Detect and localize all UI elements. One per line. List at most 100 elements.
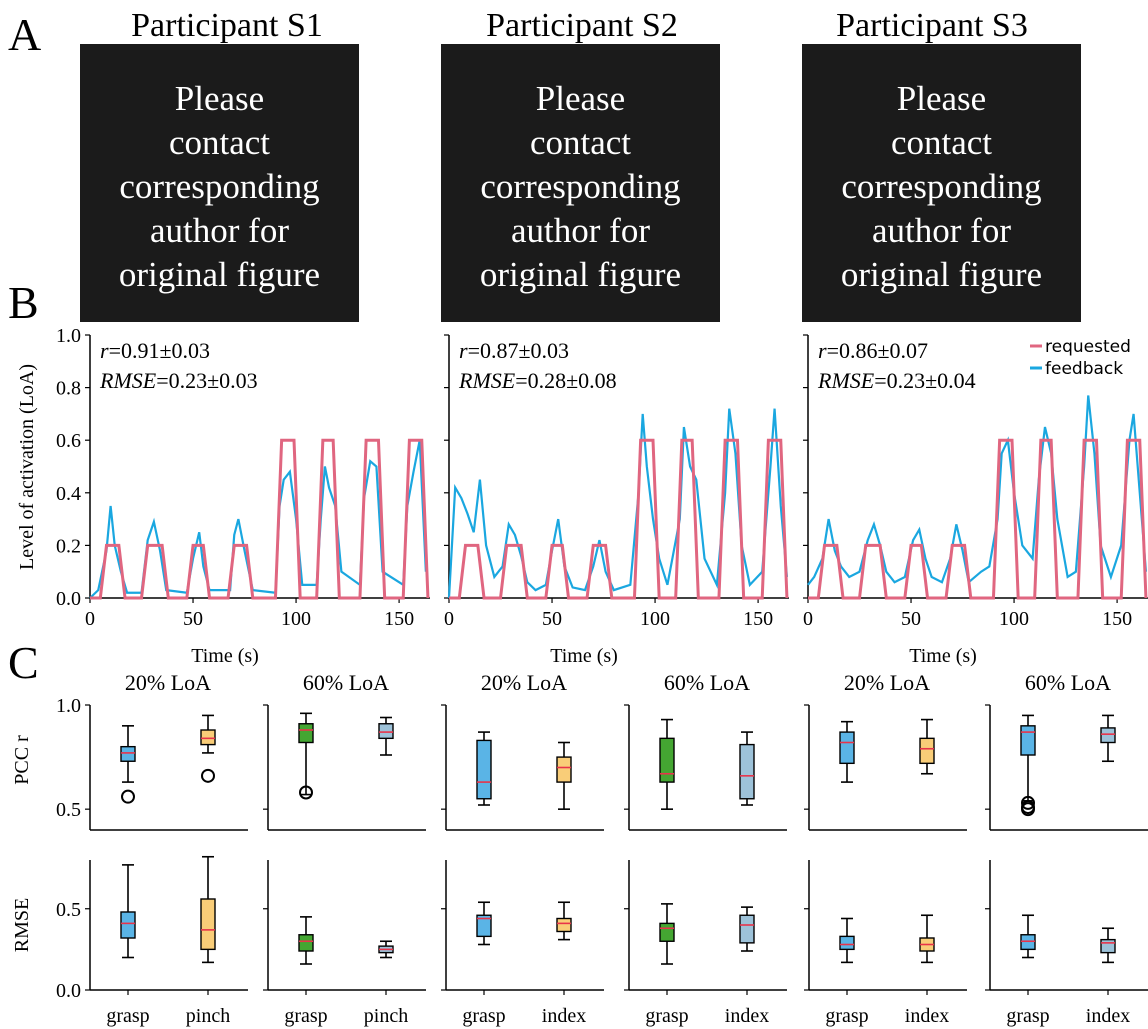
stat-r-symbol: r bbox=[100, 338, 109, 363]
participant-title-s1: Participant S1 bbox=[131, 7, 323, 44]
placeholder-image-s3: Please contact corresponding author for orig… bbox=[802, 44, 1081, 322]
box-body bbox=[659, 737, 675, 783]
stat-rmse-value: =0.28±0.08 bbox=[515, 368, 616, 393]
box-grasp bbox=[476, 731, 492, 806]
box-body bbox=[200, 729, 216, 746]
x-tick-label: grasp bbox=[645, 1005, 688, 1027]
x-tick-label: 150 bbox=[1102, 608, 1132, 630]
box-pinch bbox=[200, 855, 216, 964]
outlier-point bbox=[121, 789, 135, 804]
pcc-axis-label: PCC r bbox=[11, 735, 33, 785]
x-tick-label: grasp bbox=[106, 1005, 149, 1027]
x-tick-label: index bbox=[725, 1005, 769, 1027]
feedback-line bbox=[807, 395, 1148, 586]
placeholder-text-line: original figure bbox=[841, 255, 1042, 294]
box-body bbox=[659, 922, 675, 942]
placeholder-text-line: contact bbox=[891, 123, 992, 162]
y-tick-label: 0.5 bbox=[56, 899, 81, 921]
panel-label-c: C bbox=[8, 637, 39, 688]
x-tick-label: 50 bbox=[183, 608, 203, 630]
box-body bbox=[839, 935, 855, 951]
box-body bbox=[476, 914, 492, 938]
rmse-plot-4: grasp index bbox=[624, 860, 787, 1027]
box-body bbox=[1100, 938, 1116, 954]
box-body bbox=[120, 745, 136, 762]
box-grasp bbox=[1020, 714, 1036, 817]
legend-requested-label: requested bbox=[1045, 337, 1131, 357]
y-tick-label: 0.0 bbox=[56, 588, 81, 610]
placeholder-background bbox=[80, 44, 359, 322]
stat-r-symbol: r bbox=[459, 338, 468, 363]
rmse-plot-1: 0.5 0.0 grasp pinch bbox=[56, 855, 248, 1027]
pcc-plot-2: 60% LoA bbox=[263, 670, 426, 831]
box-grasp bbox=[1020, 914, 1036, 959]
box-index bbox=[1100, 927, 1116, 964]
box-index bbox=[739, 731, 755, 806]
timeseries-plot-s3: 0 50 100 150 Time (s) r=0.86±0.07 RMSE=0.23±0.… bbox=[803, 334, 1148, 667]
timeseries-plot-s1: 0.0 0.2 0.4 0.6 0.8 1.0 0 50 100 150 Time (s) r=0.9… bbox=[56, 325, 430, 667]
y-tick-label: 0.5 bbox=[56, 799, 81, 821]
participant-title-s3: Participant S3 bbox=[836, 7, 1028, 44]
placeholder-text-line: Please bbox=[897, 79, 986, 118]
box-body bbox=[839, 731, 855, 765]
box-index bbox=[556, 741, 572, 810]
placeholder-text-line: author for bbox=[511, 211, 650, 250]
box-body bbox=[200, 898, 216, 951]
stat-r-symbol: r bbox=[818, 338, 827, 363]
placeholder-image-s1: Please contact corresponding author for orig… bbox=[80, 44, 359, 322]
box-body bbox=[298, 934, 314, 952]
box-index bbox=[919, 914, 935, 964]
stat-r: r=0.87±0.03 bbox=[459, 338, 569, 363]
rmse-axis-label: RMSE bbox=[11, 898, 33, 952]
placeholder-image-s2: Please contact corresponding author for orig… bbox=[441, 44, 720, 322]
outlier-point bbox=[1021, 802, 1035, 817]
participant-title-s2: Participant S2 bbox=[486, 7, 678, 44]
stat-r-value: =0.91±0.03 bbox=[109, 338, 210, 363]
panel-label-b: B bbox=[8, 277, 39, 328]
rmse-plot-2: grasp pinch bbox=[263, 860, 426, 1027]
x-tick-label: 0 bbox=[85, 608, 95, 630]
x-tick-label: 0 bbox=[803, 608, 813, 630]
placeholder-text-line: corresponding bbox=[480, 167, 680, 206]
y-tick-label: 0.4 bbox=[56, 483, 81, 505]
stat-rmse: RMSE=0.28±0.08 bbox=[458, 368, 617, 393]
y-tick-label: 0.2 bbox=[56, 535, 81, 557]
y-tick-label: 1.0 bbox=[56, 325, 81, 347]
box-index bbox=[739, 906, 755, 952]
x-tick-label: 50 bbox=[901, 608, 921, 630]
placeholder-text-line: contact bbox=[530, 123, 631, 162]
x-tick-label: 100 bbox=[999, 608, 1029, 630]
stat-rmse: RMSE=0.23±0.04 bbox=[817, 368, 976, 393]
x-axis-label: Time (s) bbox=[191, 645, 259, 667]
condition-title: 20% LoA bbox=[481, 670, 567, 695]
x-axis-label: Time (s) bbox=[909, 645, 977, 667]
outlier-point bbox=[1021, 795, 1035, 810]
x-tick-label: pinch bbox=[364, 1005, 408, 1027]
stat-r-value: =0.86±0.07 bbox=[827, 338, 928, 363]
requested-line bbox=[808, 438, 1148, 600]
x-tick-label: grasp bbox=[462, 1005, 505, 1027]
x-tick-label: 0 bbox=[444, 608, 454, 630]
box-body bbox=[298, 723, 314, 744]
condition-title: 60% LoA bbox=[303, 670, 389, 695]
x-tick-label: index bbox=[542, 1005, 586, 1027]
box-grasp bbox=[120, 725, 136, 804]
rmse-plot-6: grasp index bbox=[985, 860, 1148, 1027]
box-grasp bbox=[476, 901, 492, 946]
stat-rmse-value: =0.23±0.04 bbox=[874, 368, 975, 393]
legend-feedback-label: feedback bbox=[1045, 359, 1123, 379]
placeholder-text-line: corresponding bbox=[841, 167, 1041, 206]
box-body bbox=[1020, 934, 1036, 951]
placeholder-text-line: corresponding bbox=[119, 167, 319, 206]
box-body bbox=[1020, 725, 1036, 756]
placeholder-text-line: contact bbox=[169, 123, 270, 162]
x-tick-label: pinch bbox=[186, 1005, 230, 1027]
box-pinch bbox=[378, 716, 394, 756]
box-index bbox=[1100, 714, 1116, 763]
box-body bbox=[120, 911, 136, 939]
box-grasp bbox=[839, 720, 855, 783]
x-tick-label: 100 bbox=[281, 608, 311, 630]
placeholder-text-line: Please bbox=[536, 79, 625, 118]
requested-line bbox=[90, 438, 430, 600]
box-index bbox=[556, 901, 572, 941]
